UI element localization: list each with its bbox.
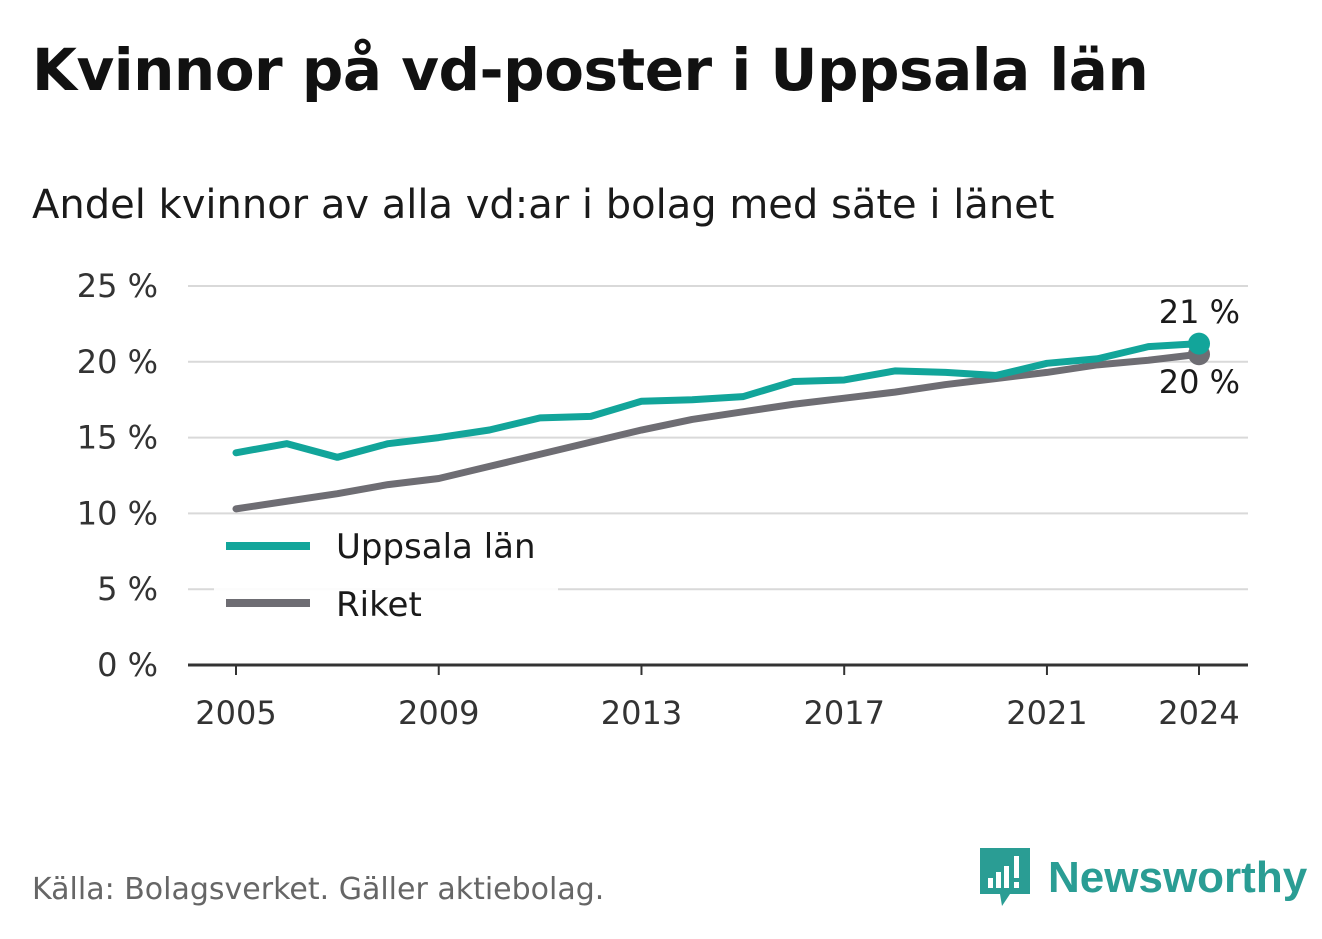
legend-background (214, 518, 558, 642)
series-line-uppsala (232, 340, 1203, 461)
x-tick-label: 2017 (803, 694, 884, 732)
x-tick-label: 2009 (398, 694, 479, 732)
x-tick-label: 2021 (1006, 694, 1087, 732)
end-labels: 21 % 20 % (1159, 293, 1240, 401)
end-point-uppsala (1188, 332, 1210, 355)
newsworthy-logo[interactable]: Newsworthy (980, 848, 1307, 908)
y-tick-label: 20 % (77, 343, 158, 381)
y-tick-label: 5 % (97, 570, 158, 608)
legend-label-riket: Riket (336, 585, 422, 625)
y-tick-label: 0 % (97, 646, 158, 684)
x-tick-label: 2005 (195, 694, 276, 732)
y-tick-label: 25 % (77, 267, 158, 305)
y-axis-ticks: 0 % 5 % 10 % 15 % 20 % 25 % (77, 267, 158, 684)
series-line-riket (232, 350, 1203, 513)
chart-title: Kvinnor på vd-poster i Uppsala län (32, 36, 1149, 104)
x-axis: 2005 2009 2013 2017 2021 2024 (188, 663, 1248, 732)
legend: Uppsala län Riket (214, 518, 558, 642)
end-label-riket: 20 % (1159, 363, 1240, 401)
x-tick-label: 2024 (1158, 694, 1239, 732)
y-tick-label: 15 % (77, 419, 158, 457)
bar-chart-speech-bubble-icon (980, 848, 1030, 906)
chart-subtitle: Andel kvinnor av alla vd:ar i bolag med … (32, 182, 1055, 228)
source-note: Källa: Bolagsverket. Gäller aktiebolag. (32, 872, 605, 907)
y-tick-label: 10 % (77, 494, 158, 532)
end-label-uppsala: 21 % (1159, 293, 1240, 331)
x-tick-label: 2013 (601, 694, 682, 732)
data-series (232, 332, 1210, 513)
brand-name: Newsworthy (1048, 853, 1308, 902)
legend-label-uppsala: Uppsala län (336, 527, 536, 567)
